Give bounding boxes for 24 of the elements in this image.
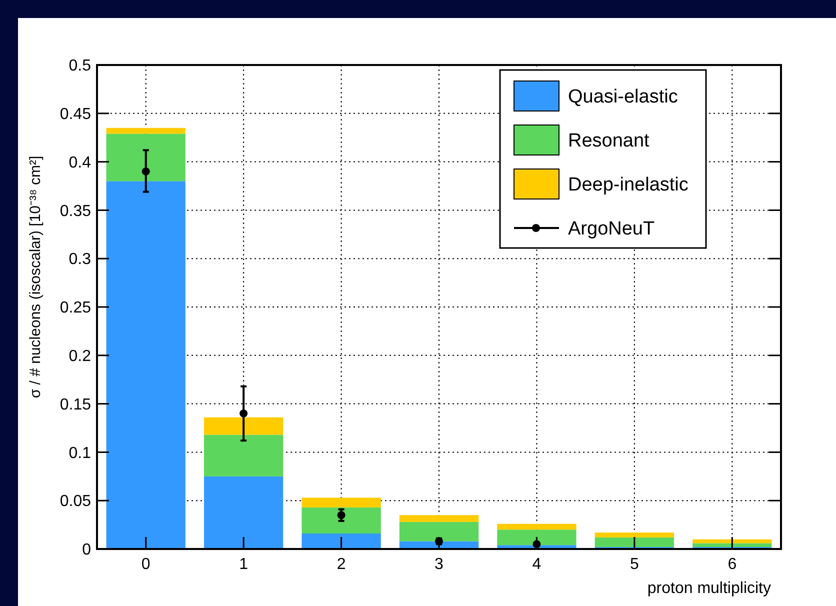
- y-tick-label: 0.25: [60, 300, 92, 317]
- x-tick-label: 4: [532, 556, 542, 573]
- x-tick-label: 3: [434, 556, 444, 573]
- y-tick-label: 0.1: [68, 444, 92, 462]
- y-tick-label: 0.45: [60, 106, 92, 123]
- y-tick-label: 0.4: [68, 154, 92, 172]
- x-tick-label: 6: [728, 556, 737, 573]
- legend-label: Resonant: [568, 130, 650, 152]
- x-axis-title: proton multiplicity: [647, 580, 771, 597]
- y-tick-label: 0.05: [60, 493, 92, 510]
- x-tick-label: 5: [630, 556, 639, 573]
- y-tick-label: 0.2: [68, 348, 92, 365]
- x-tick-label: 2: [336, 556, 346, 573]
- legend-label: Deep-inelastic: [568, 174, 688, 196]
- x-tick-label: 0: [141, 556, 150, 573]
- y-axis-title: σ / # nucleons (isoscalar) [10⁻³⁸ cm²]: [27, 156, 44, 398]
- y-tick-label: 0.35: [60, 202, 92, 220]
- y-tick-label: 0.3: [68, 251, 92, 268]
- legend-label: Quasi-elastic: [568, 86, 678, 108]
- x-tick-label: 1: [239, 556, 248, 573]
- legend-label: ArgoNeuT: [568, 218, 655, 240]
- y-tick-label: 0.15: [60, 396, 92, 414]
- y-tick-label: 0.5: [68, 58, 92, 75]
- y-tick-label: 0: [82, 542, 92, 559]
